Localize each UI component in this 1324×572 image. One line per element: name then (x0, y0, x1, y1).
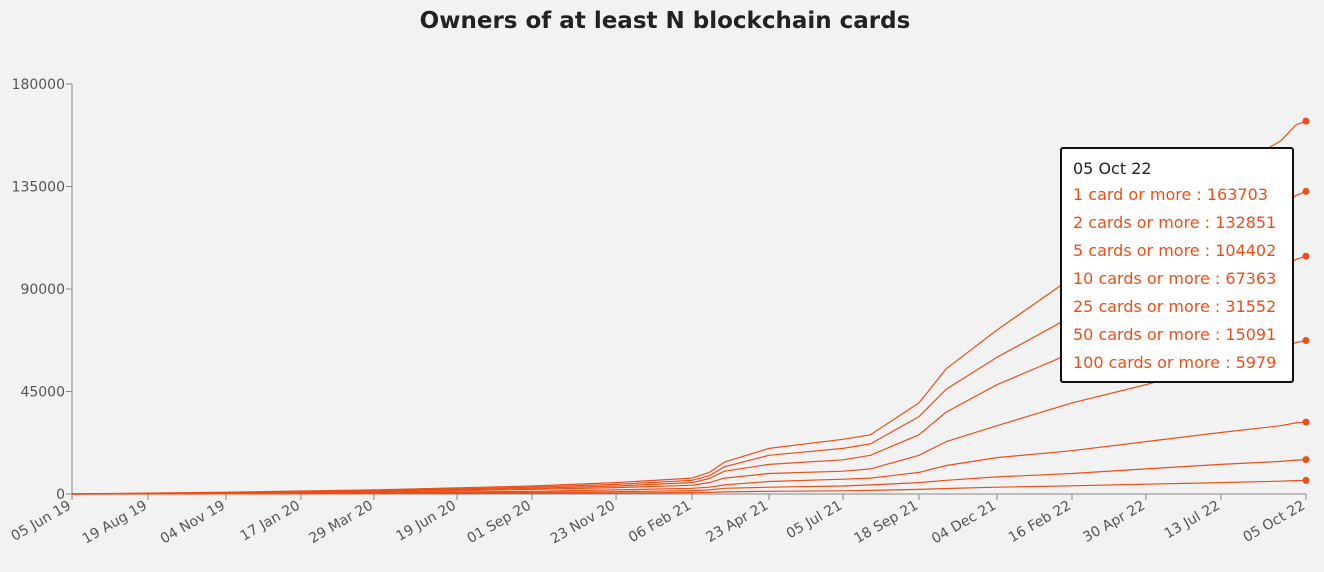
tooltip-row-2: 2 cards or more : 132851 (1073, 213, 1277, 232)
y-tick-label: 45000 (20, 385, 65, 401)
x-tick-label: 17 Jan 20 (238, 498, 303, 545)
x-tick-label: 19 Aug 19 (80, 498, 150, 548)
series-point-2 (1302, 187, 1310, 195)
x-tick-label: 01 Sep 20 (465, 498, 534, 547)
x-axis: 05 Jun 19 19 Aug 19 04 Nov 19 17 Jan 20 29 M… (8, 493, 1308, 548)
tooltip-row-7: 100 cards or more : 5979 (1073, 353, 1277, 372)
x-tick-label: 05 Jun 19 (8, 498, 74, 545)
series-point-7 (1302, 476, 1310, 484)
x-tick-label: 16 Feb 22 (1006, 498, 1074, 547)
tooltip-row-4: 10 cards or more : 67363 (1073, 269, 1277, 288)
x-tick-label: 23 Nov 20 (548, 498, 618, 548)
y-tick-label: 180000 (12, 77, 65, 93)
series-line-7 (71, 479, 1307, 495)
tooltip-date: 05 Oct 22 (1073, 159, 1152, 178)
x-tick-label: 19 Jun 20 (393, 498, 459, 545)
x-tick-label: 23 Apr 21 (703, 498, 771, 546)
tooltip-row-3: 5 cards or more : 104402 (1073, 241, 1277, 260)
chart-title: Owners of at least N blockchain cards (419, 8, 911, 34)
x-tick-label: 06 Feb 21 (626, 498, 694, 547)
series-point-4 (1302, 337, 1310, 345)
series-line-5 (71, 421, 1307, 495)
y-tick-label: 0 (56, 487, 65, 503)
x-tick-label: 05 Oct 22 (1240, 498, 1308, 546)
series-point-5 (1302, 418, 1310, 426)
tooltip-row-1: 1 card or more : 163703 (1073, 185, 1268, 204)
x-tick-label: 13 Jul 22 (1162, 498, 1223, 543)
series-point-3 (1302, 252, 1310, 260)
x-tick-label: 30 Apr 22 (1080, 498, 1148, 546)
y-tick-label: 90000 (20, 282, 65, 298)
x-tick-label: 04 Dec 21 (929, 498, 999, 548)
y-axis: 0 45000 90000 135000 180000 (12, 77, 73, 503)
tooltip-row-6: 50 cards or more : 15091 (1073, 325, 1277, 344)
y-tick-label: 135000 (12, 180, 65, 196)
x-tick-label: 04 Nov 19 (158, 498, 228, 548)
x-tick-label: 18 Sep 21 (852, 498, 921, 547)
x-tick-label: 05 Jul 21 (784, 498, 845, 543)
x-tick-label: 29 Mar 20 (306, 498, 375, 547)
tooltip-row-5: 25 cards or more : 31552 (1073, 297, 1277, 316)
hover-points (1302, 117, 1310, 484)
series-point-6 (1302, 456, 1310, 464)
series-point-1 (1302, 117, 1310, 125)
series-line-6 (71, 459, 1307, 495)
tooltip: 05 Oct 22 1 card or more : 163703 2 card… (1060, 147, 1294, 383)
